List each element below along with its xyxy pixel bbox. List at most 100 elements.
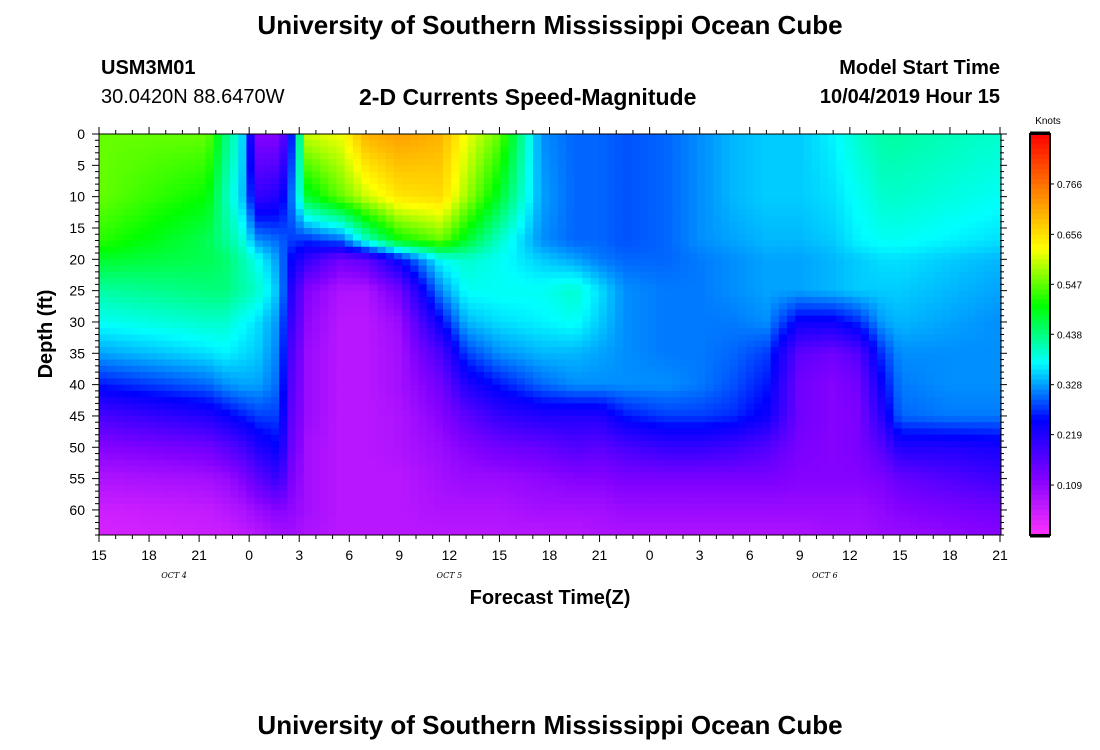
heatmap-cell <box>311 303 321 311</box>
heatmap-cell <box>483 321 493 329</box>
heatmap-cell <box>852 353 862 361</box>
heatmap-cell <box>885 384 895 392</box>
heatmap-cell <box>688 353 698 361</box>
heatmap-cell <box>868 215 878 223</box>
heatmap-cell <box>721 177 731 185</box>
heatmap-cell <box>311 347 321 354</box>
heatmap-cell <box>123 184 133 191</box>
heatmap-cell <box>639 146 649 154</box>
heatmap-cell <box>180 227 190 235</box>
heatmap-cell <box>729 284 739 292</box>
heatmap-cell <box>909 347 919 354</box>
heatmap-cell <box>844 240 854 248</box>
heatmap-cell <box>99 234 108 242</box>
heatmap-cell <box>688 321 698 329</box>
heatmap-cell <box>500 347 510 354</box>
heatmap-cell <box>254 296 264 304</box>
heatmap-cell <box>361 415 370 423</box>
heatmap-cell <box>418 303 428 311</box>
heatmap-cell <box>483 403 493 411</box>
heatmap-cell <box>664 384 673 392</box>
heatmap-cell <box>549 290 559 298</box>
heatmap-cell <box>696 165 706 173</box>
heatmap-cell <box>221 159 231 166</box>
heatmap-cell <box>516 321 526 329</box>
heatmap-cell <box>426 171 436 179</box>
heatmap-cell <box>672 347 682 354</box>
heatmap-cell <box>443 321 452 329</box>
heatmap-cell <box>819 303 829 311</box>
heatmap-cell <box>311 359 321 367</box>
heatmap-cell <box>901 202 911 210</box>
heatmap-cell <box>868 202 878 210</box>
heatmap-cell <box>803 378 813 386</box>
heatmap-cell <box>328 415 338 423</box>
heatmap-cell <box>148 171 157 179</box>
heatmap-cell <box>549 159 559 166</box>
heatmap-cell <box>836 253 845 260</box>
heatmap-cell <box>385 409 395 417</box>
heatmap-cell <box>713 403 723 411</box>
heatmap-cell <box>197 328 207 336</box>
heatmap-cell <box>868 165 878 173</box>
heatmap-cell <box>279 278 288 285</box>
heatmap-cell <box>885 284 895 292</box>
heatmap-cell <box>983 403 993 411</box>
heatmap-cell <box>107 359 116 367</box>
heatmap-cell <box>467 296 477 304</box>
heatmap-cell <box>770 315 780 323</box>
heatmap-cell <box>107 315 116 323</box>
heatmap-cell <box>696 384 706 392</box>
heatmap-cell <box>180 221 190 229</box>
heatmap-cell <box>623 152 633 160</box>
heatmap-cell <box>213 359 223 367</box>
heatmap-cell <box>647 253 657 260</box>
heatmap-cell <box>533 397 542 405</box>
heatmap-cell <box>598 353 608 361</box>
heatmap-cell <box>664 390 673 398</box>
heatmap-cell <box>172 290 182 298</box>
heatmap-cell <box>123 152 133 160</box>
heatmap-cell <box>303 134 313 141</box>
heatmap-cell <box>287 397 297 405</box>
heatmap-cell <box>352 140 362 148</box>
heatmap-cell <box>164 184 174 191</box>
heatmap-cell <box>377 321 387 329</box>
heatmap-cell <box>148 265 157 273</box>
heatmap-cell <box>434 353 444 361</box>
heatmap-cell <box>688 278 698 285</box>
heatmap-cell <box>271 165 280 173</box>
heatmap-cell <box>983 409 993 417</box>
heatmap-cell <box>475 221 485 229</box>
heatmap-cell <box>647 134 657 141</box>
heatmap-cell <box>402 215 411 223</box>
heatmap-cell <box>533 384 542 392</box>
heatmap-cell <box>459 390 469 398</box>
heatmap-cell <box>705 253 714 260</box>
heatmap-cell <box>467 134 477 141</box>
heatmap-cell <box>271 146 280 154</box>
heatmap-cell <box>909 152 919 160</box>
heatmap-cell <box>139 372 149 379</box>
heatmap-cell <box>827 196 837 204</box>
heatmap-cell <box>639 221 649 229</box>
heatmap-cell <box>369 234 379 242</box>
heatmap-cell <box>598 246 608 254</box>
heatmap-cell <box>901 347 911 354</box>
heatmap-cell <box>320 202 329 210</box>
heatmap-cell <box>115 390 125 398</box>
heatmap-cell <box>574 190 583 198</box>
heatmap-cell <box>770 296 780 304</box>
heatmap-cell <box>680 409 690 417</box>
heatmap-cell <box>778 340 788 348</box>
heatmap-cell <box>549 328 559 336</box>
heatmap-cell <box>172 328 182 336</box>
heatmap-cell <box>696 397 706 405</box>
heatmap-cell <box>459 334 469 342</box>
heatmap-cell <box>942 246 952 254</box>
heatmap-cell <box>565 240 575 248</box>
heatmap-cell <box>754 184 764 191</box>
heatmap-cell <box>508 259 518 267</box>
heatmap-cell <box>811 159 821 166</box>
heatmap-cell <box>737 234 747 242</box>
